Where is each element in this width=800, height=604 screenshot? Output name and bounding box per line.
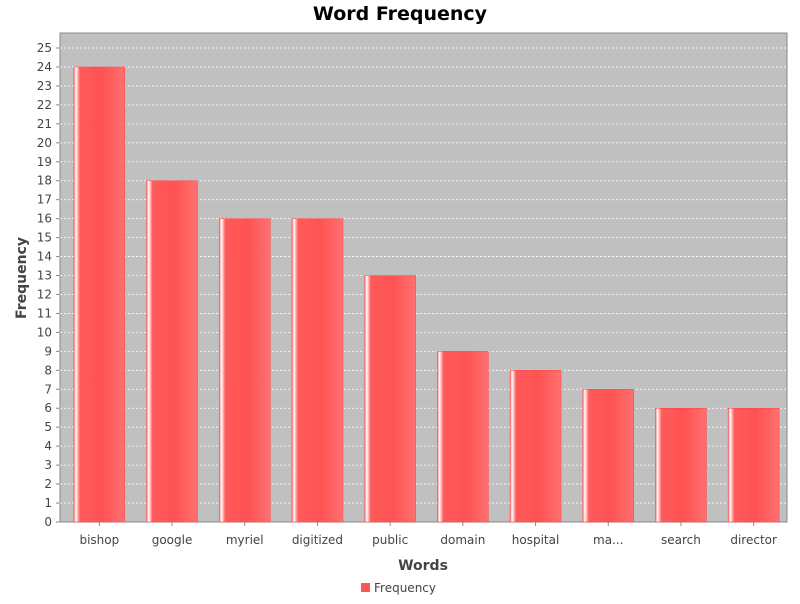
x-tick-label: bishop xyxy=(79,533,119,547)
bar xyxy=(219,218,271,523)
y-tick-label: 12 xyxy=(37,287,52,301)
x-tick-label: public xyxy=(372,533,408,547)
y-tick-label: 10 xyxy=(37,325,52,339)
x-tick-label: myriel xyxy=(226,533,264,547)
y-tick-label: 7 xyxy=(44,382,52,396)
bar xyxy=(73,66,126,523)
y-tick-label: 1 xyxy=(44,496,52,510)
bar xyxy=(437,351,489,523)
y-tick-label: 18 xyxy=(37,174,52,188)
legend: Frequency xyxy=(361,581,436,595)
y-tick-label: 24 xyxy=(37,60,52,74)
bar xyxy=(509,370,562,523)
bar xyxy=(146,180,198,523)
y-tick-label: 8 xyxy=(44,363,52,377)
chart-title: Word Frequency xyxy=(313,3,488,25)
bar xyxy=(364,275,416,523)
x-tick-label: search xyxy=(661,533,701,547)
y-tick-label: 15 xyxy=(37,231,52,245)
y-tick-label: 14 xyxy=(37,250,52,264)
bars xyxy=(73,66,780,523)
y-tick-label: 3 xyxy=(44,458,52,472)
y-tick-label: 4 xyxy=(44,439,52,453)
y-tick-label: 17 xyxy=(37,193,52,207)
y-tick-label: 20 xyxy=(37,136,52,150)
y-tick-label: 25 xyxy=(37,41,52,55)
bar xyxy=(582,389,634,523)
x-tick-label: domain xyxy=(440,533,485,547)
x-tick-label: google xyxy=(152,533,193,547)
x-tick-label: director xyxy=(730,533,777,547)
x-tick-label: hospital xyxy=(512,533,560,547)
bar xyxy=(655,407,707,523)
y-tick-label: 0 xyxy=(44,515,52,529)
y-tick-label: 16 xyxy=(37,212,52,226)
y-tick-label: 6 xyxy=(44,401,52,415)
legend-label: Frequency xyxy=(374,581,436,595)
y-tick-label: 23 xyxy=(37,79,52,93)
x-axis-ticks: bishop google myriel digitized public domain h… xyxy=(79,522,777,547)
legend-swatch xyxy=(361,583,370,592)
y-tick-label: 13 xyxy=(37,269,52,283)
bar xyxy=(291,218,344,523)
x-tick-label: digitized xyxy=(292,533,343,547)
y-tick-label: 22 xyxy=(37,98,52,112)
y-axis-ticks: 0123456789101112131415161718192021222324… xyxy=(37,41,60,529)
y-tick-label: 5 xyxy=(44,420,52,434)
y-tick-label: 9 xyxy=(44,344,52,358)
y-tick-label: 21 xyxy=(37,117,52,131)
y-tick-label: 11 xyxy=(37,306,52,320)
y-tick-label: 2 xyxy=(44,477,52,491)
x-tick-label: ma... xyxy=(593,533,624,547)
y-tick-label: 19 xyxy=(37,155,52,169)
x-axis-label: Words xyxy=(398,558,448,574)
y-axis-label: Frequency xyxy=(14,237,30,319)
bar xyxy=(727,407,780,523)
